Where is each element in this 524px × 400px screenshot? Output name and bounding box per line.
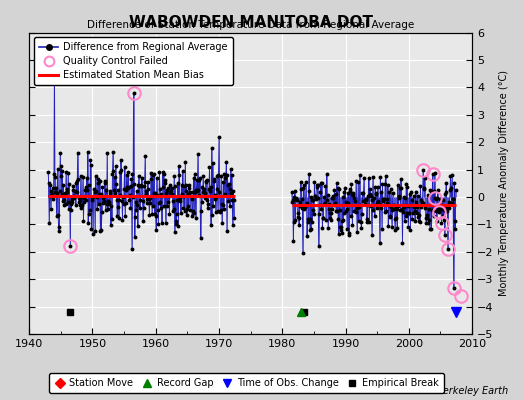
Legend: Difference from Regional Average, Quality Control Failed, Estimated Station Mean: Difference from Regional Average, Qualit… xyxy=(34,38,233,85)
Title: WABOWDEN MANITOBA DOT: WABOWDEN MANITOBA DOT xyxy=(128,15,373,30)
Legend: Station Move, Record Gap, Time of Obs. Change, Empirical Break: Station Move, Record Gap, Time of Obs. C… xyxy=(49,374,443,393)
Text: Berkeley Earth: Berkeley Earth xyxy=(436,386,508,396)
Text: Difference of Station Temperature Data from Regional Average: Difference of Station Temperature Data f… xyxy=(87,20,414,30)
Y-axis label: Monthly Temperature Anomaly Difference (°C): Monthly Temperature Anomaly Difference (… xyxy=(499,70,509,296)
